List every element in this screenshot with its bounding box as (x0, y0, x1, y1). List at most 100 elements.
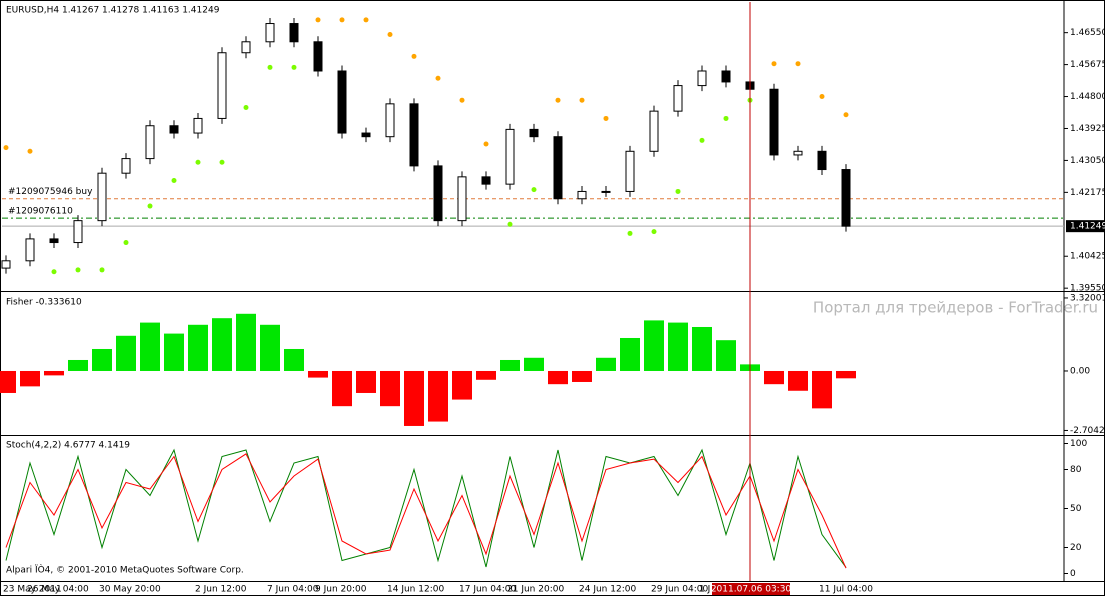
candle-body (649, 110, 659, 152)
sar-dot (123, 240, 129, 246)
sar-dot (579, 97, 585, 103)
fisher-bar (716, 340, 736, 371)
fisher-bar (620, 337, 640, 371)
y-tick-label: -2.70428 (1070, 426, 1105, 436)
sar-dot (315, 17, 321, 23)
watermark: Портал для трейдеров - ForTrader.ru (813, 299, 1098, 317)
sar-dot (483, 141, 489, 147)
candle-body (601, 190, 611, 193)
x-tick-label: 7 Jun 04:00 (267, 585, 319, 595)
y-tick-label: 3.32001 (1070, 293, 1105, 303)
sar-dot (699, 137, 705, 143)
panel-title: Fisher -0.333610 (6, 298, 82, 308)
fisher-bar (236, 313, 256, 371)
x-tick-label: 23 May 2011 (3, 585, 62, 595)
last-price-label: 1.41249 (1070, 222, 1105, 232)
y-tick-label: 1.43925 (1070, 124, 1105, 134)
sar-dot (363, 17, 369, 23)
candle-body (553, 136, 563, 200)
fisher-bar (596, 357, 616, 371)
sar-dot (219, 159, 225, 165)
fisher-bar (68, 359, 88, 371)
x-tick-label: 30 May 20:00 (99, 585, 161, 595)
sar-dot (27, 148, 33, 154)
fisher-bar (164, 333, 184, 371)
sar-dot (771, 61, 777, 67)
candle-body (697, 70, 707, 87)
fisher-bar (20, 370, 40, 387)
y-tick-label: 20 (1070, 543, 1082, 553)
fisher-bar (332, 370, 352, 407)
cursor-label: 2011.07.06 03:30 (711, 585, 792, 595)
x-tick-label: 26 May 04:00 (27, 585, 89, 595)
panel-title: Stoch(4,2,2) 4.6777 4.1419 (6, 441, 130, 451)
last-price-box (1066, 220, 1105, 233)
y-tick-label: 1.39550 (1070, 284, 1105, 294)
fisher-bar (500, 359, 520, 371)
y-tick-label: 80 (1070, 465, 1082, 475)
x-tick-label: 14 Jun 12:00 (387, 585, 444, 595)
candle-body (121, 158, 131, 174)
sar-dot (75, 267, 81, 273)
sar-dot (459, 97, 465, 103)
fisher-bar (404, 370, 424, 426)
x-tick-label: 1 J (699, 585, 710, 595)
fisher-bar (836, 370, 856, 379)
fisher-bar (476, 370, 496, 380)
sar-dot (555, 97, 561, 103)
fisher-bar (260, 324, 280, 371)
fisher-bar (0, 370, 16, 393)
candle-body (817, 150, 827, 171)
candle-body (841, 169, 851, 227)
y-tick-label: 1.42175 (1070, 188, 1105, 198)
sar-dot (339, 17, 345, 23)
candle-body (769, 88, 779, 156)
x-tick-label: 2 Jun 12:00 (195, 585, 247, 595)
sar-dot (675, 188, 681, 194)
candle-body (97, 172, 107, 222)
sar-dot (819, 94, 825, 100)
sar-dot (243, 104, 249, 110)
y-tick-label: 1.44800 (1070, 92, 1105, 102)
fisher-bar (668, 322, 688, 371)
fisher-bar (764, 370, 784, 385)
y-tick-label: 50 (1070, 504, 1082, 514)
sar-dot (387, 31, 393, 37)
stoch-line (5, 453, 847, 569)
sar-dot (435, 75, 441, 81)
y-tick-label: 100 (1070, 439, 1087, 449)
candle-body (217, 52, 227, 119)
candle-body (385, 103, 395, 138)
candle-body (577, 190, 587, 200)
candle-body (25, 238, 35, 262)
sar-dot (3, 145, 9, 151)
y-tick-label: 0.00 (1070, 366, 1090, 376)
y-tick-label: 0 (1070, 569, 1076, 579)
panel-title: EURUSD,H4 1.41267 1.41278 1.41163 1.4124… (6, 6, 220, 16)
x-tick-label: 21 Jun 20:00 (507, 585, 564, 595)
x-tick-label: 11 Jul 04:00 (819, 585, 873, 595)
candle-body (505, 128, 515, 185)
candle-body (145, 125, 155, 160)
candle-body (241, 41, 251, 54)
sar-dot (723, 115, 729, 121)
sar-dot (795, 61, 801, 67)
x-tick-label: 17 Jun 04:00 (459, 585, 516, 595)
sar-dot (51, 269, 57, 275)
candle-body (409, 103, 419, 167)
sar-dot (651, 229, 657, 235)
fisher-bar (644, 320, 664, 371)
fisher-bar (548, 370, 568, 385)
candle-body (721, 70, 731, 83)
sar-dot (267, 64, 273, 70)
y-tick-label: 1.46550 (1070, 28, 1105, 38)
sar-dot (507, 221, 513, 227)
sar-dot (627, 230, 633, 236)
cursor-label-box (712, 583, 790, 595)
footer: Alpari ÏÒ4, © 2001-2010 MetaQuotes Softw… (6, 564, 244, 576)
fisher-bar (116, 335, 136, 371)
sar-dot (195, 159, 201, 165)
candle-body (625, 150, 635, 192)
candle-body (289, 23, 299, 43)
